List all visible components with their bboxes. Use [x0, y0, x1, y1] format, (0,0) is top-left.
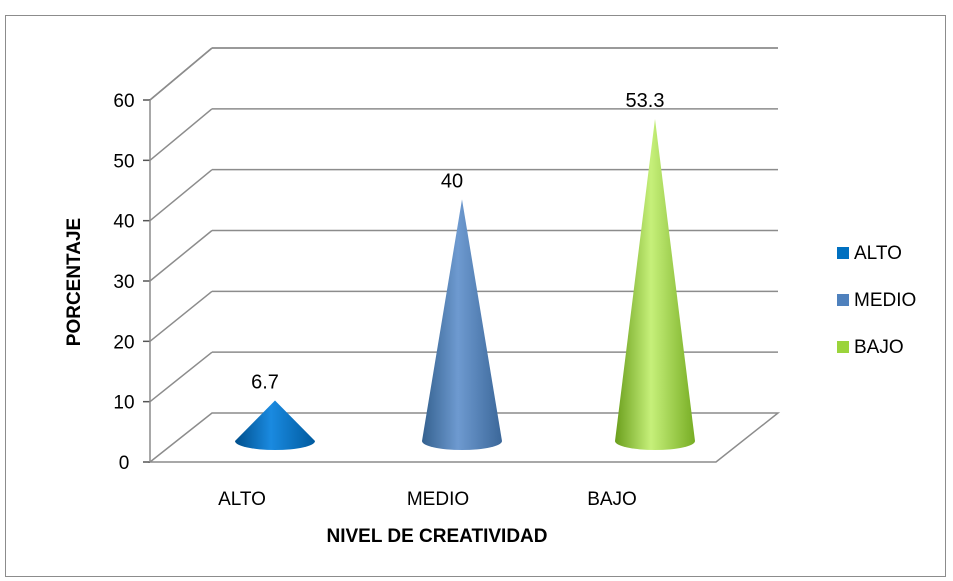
legend-label: ALTO	[854, 243, 902, 264]
legend-swatch	[837, 247, 849, 259]
cones	[235, 119, 695, 450]
legend-swatch	[837, 341, 849, 353]
y-tick-label: 30	[113, 272, 134, 293]
x-tick-label: MEDIO	[407, 489, 469, 510]
legend-item: ALTO	[837, 243, 902, 264]
y-tick-label: 10	[113, 393, 134, 414]
legend-item: BAJO	[837, 337, 904, 358]
legend-label: MEDIO	[854, 290, 916, 311]
data-labels: 6.7 40 53.3	[251, 90, 664, 394]
y-axis-title: PORCENTAJE	[64, 218, 85, 346]
gridline-side	[149, 351, 213, 403]
cone-medio	[422, 199, 502, 450]
data-label: 6.7	[251, 372, 279, 394]
legend: ALTO MEDIO BAJO	[837, 243, 916, 358]
y-tick-label: 50	[113, 151, 134, 172]
y-tick-label: 60	[113, 91, 134, 112]
legend-item: MEDIO	[837, 290, 916, 311]
x-axis-tick-labels: ALTO MEDIO BAJO	[218, 489, 637, 510]
y-tick-label: 40	[113, 212, 134, 233]
data-label: 40	[441, 170, 463, 192]
y-axis: 0 10 20 30 40 50 60	[113, 91, 151, 474]
gridline-side	[149, 290, 213, 342]
cone-body	[615, 119, 695, 450]
x-tick-label: BAJO	[587, 489, 637, 510]
cone-alto	[235, 400, 315, 450]
cone-body	[235, 400, 315, 450]
data-label: 53.3	[626, 90, 665, 112]
cone-bajo	[615, 119, 695, 450]
floor-outline	[147, 412, 781, 463]
gridline-side	[149, 108, 213, 161]
gridline-side	[149, 229, 213, 282]
gridline-side	[149, 47, 213, 101]
chart-floor	[147, 412, 781, 463]
legend-swatch	[837, 294, 849, 306]
y-tick-label: 20	[113, 332, 134, 353]
gridline-side	[149, 169, 213, 222]
gridlines	[149, 47, 778, 403]
x-tick-label: ALTO	[218, 489, 266, 510]
x-axis-title: NIVEL DE CREATIVIDAD	[327, 526, 548, 547]
cone-body	[422, 199, 502, 450]
legend-label: BAJO	[854, 337, 904, 358]
y-tick-label: 0	[119, 453, 130, 474]
